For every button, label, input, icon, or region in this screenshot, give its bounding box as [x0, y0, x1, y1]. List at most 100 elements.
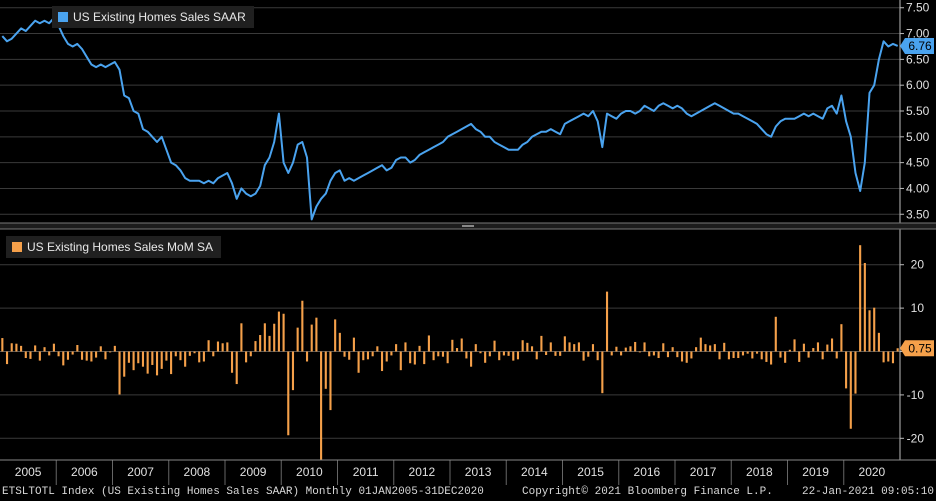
mom-bar [662, 343, 665, 352]
mom-bar [802, 343, 805, 352]
mom-bar [830, 338, 834, 352]
mom-bar [470, 351, 473, 367]
mom-bar [826, 344, 829, 352]
mom-bar [29, 351, 32, 359]
mom-bar [559, 351, 562, 356]
mom-bar [741, 351, 745, 356]
mom-bar [71, 351, 74, 355]
top-y-tick-label: 6.50 [906, 52, 930, 66]
mom-bar [113, 345, 116, 352]
mom-bar [530, 346, 534, 352]
mom-bar [648, 351, 651, 357]
mom-bar [624, 347, 627, 352]
mom-bar [184, 351, 187, 367]
mom-bar [296, 327, 299, 352]
mom-bar [99, 346, 102, 352]
mom-bar [793, 339, 796, 352]
mom-bar [770, 351, 773, 365]
mom-bar [845, 351, 848, 389]
mom-bar [334, 319, 337, 352]
mom-bar [20, 345, 23, 352]
mom-bar [343, 351, 346, 357]
year-label: 2013 [465, 465, 492, 479]
mom-bar [399, 351, 402, 371]
mom-bar [409, 351, 412, 364]
mom-last-value-tag-text: 0.75 [908, 341, 932, 355]
mom-bar [90, 351, 93, 362]
mom-bar [85, 351, 88, 361]
mom-bar [235, 351, 238, 385]
mom-bar [10, 343, 13, 352]
mom-bar [549, 342, 552, 352]
mom-bar [15, 343, 18, 352]
bottom-panel-gridlines [0, 264, 900, 439]
bottom-y-tick-label: 10 [911, 301, 925, 315]
mom-bar [132, 351, 135, 371]
mom-bar [137, 351, 140, 364]
mom-bar [127, 351, 130, 363]
mom-bar [699, 337, 702, 352]
bottom-y-tick-label: -20 [907, 431, 925, 445]
year-label: 2016 [634, 465, 661, 479]
mom-bar [305, 351, 309, 362]
mom-bar [338, 332, 341, 352]
mom-bar [123, 351, 126, 377]
mom-bar [146, 351, 149, 374]
mom-bar [704, 344, 707, 352]
mom-bar [52, 343, 55, 352]
mom-last-value-tag-shape [900, 340, 934, 357]
mom-bar [760, 351, 763, 360]
year-label: 2012 [409, 465, 436, 479]
mom-bar [170, 351, 173, 375]
mom-bar [245, 351, 248, 363]
mom-bar [254, 341, 257, 352]
mom-bar [282, 313, 285, 352]
mom-bar [774, 316, 777, 352]
mom-bar [737, 351, 740, 359]
mom-bar [643, 342, 646, 352]
mom-bar [362, 351, 365, 361]
mom-bar [596, 351, 599, 361]
axes [0, 0, 936, 485]
splitter-grip-icon [462, 225, 474, 227]
mom-bar [563, 336, 566, 352]
top-y-tick-label: 5.50 [906, 104, 930, 118]
footer-timestamp: 22-Jan-2021 09:05:10 [801, 486, 934, 498]
mom-bar [779, 351, 782, 358]
mom-bar [605, 291, 609, 352]
mom-bar [76, 345, 79, 352]
mom-bar [709, 345, 712, 352]
mom-bar [413, 351, 416, 365]
mom-bar [807, 351, 810, 358]
year-label: 2017 [690, 465, 717, 479]
saar-last-value-tag-shape [900, 37, 934, 54]
mom-bar [488, 351, 491, 357]
bottom-y-tick-label: -10 [907, 388, 925, 402]
mom-bar [755, 351, 759, 354]
mom-bar [615, 346, 618, 352]
year-label: 2011 [353, 465, 379, 479]
mom-bar [502, 351, 505, 356]
mom-bar [676, 351, 679, 358]
mom-bar [498, 351, 501, 361]
mom-bar [479, 351, 482, 354]
mom-bar [887, 351, 890, 362]
mom-bar [882, 351, 885, 363]
mom-bar [695, 347, 698, 352]
top-y-tick-label: 4.00 [906, 181, 930, 195]
mom-bar [891, 351, 895, 364]
mom-bar [873, 307, 876, 352]
footer-copyright: Copyright© 2021 Bloomberg Finance L.P. [522, 486, 773, 498]
year-label: 2008 [184, 465, 211, 479]
saar-line [1, 17, 899, 221]
mom-bar [324, 351, 327, 389]
mom-bar [141, 351, 145, 367]
mom-bar [554, 351, 557, 356]
mom-bar [507, 351, 510, 356]
mom-bar [202, 351, 205, 362]
mom-bar [849, 351, 852, 429]
mom-bar [484, 351, 487, 363]
mom-bars [1, 245, 899, 460]
mom-bar [24, 351, 27, 359]
mom-bar [657, 351, 660, 359]
